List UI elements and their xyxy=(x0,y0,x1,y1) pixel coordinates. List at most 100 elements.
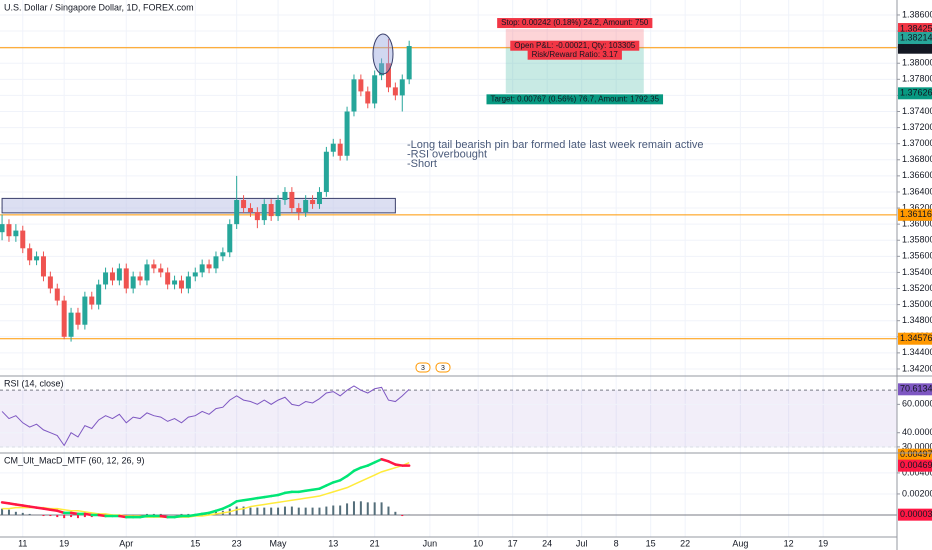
x-tick-label: 13 xyxy=(328,538,338,548)
candle-body xyxy=(351,79,357,112)
histogram-bar xyxy=(311,507,314,515)
price-label: 1.38425 xyxy=(900,23,932,33)
candle-body xyxy=(199,264,205,273)
x-tick-label: 15 xyxy=(646,538,656,548)
macd-title: CM_Ult_MacD_MTF (60, 12, 26, 9) xyxy=(4,455,145,465)
price-label: 1.37626 xyxy=(900,88,932,98)
histogram-bar xyxy=(242,506,245,515)
histogram-bar xyxy=(235,506,238,515)
y-tick-label: 1.36000 xyxy=(902,219,932,229)
x-tick-label: Jul xyxy=(576,538,588,548)
annotation: -Long tail bearish pin bar formed late l… xyxy=(407,139,704,151)
histogram-bar xyxy=(373,502,376,515)
candle-body xyxy=(34,256,40,261)
macd-segment xyxy=(352,466,363,473)
y-tick-label: 1.35200 xyxy=(902,283,932,293)
rsi-line xyxy=(1,385,410,447)
candle-body xyxy=(296,208,302,213)
histogram-bar xyxy=(359,501,362,515)
position-text-bg xyxy=(486,94,664,105)
candle-body xyxy=(89,296,95,305)
histogram-bar xyxy=(42,514,45,517)
candle-body xyxy=(6,224,12,237)
histogram-bar xyxy=(325,506,328,515)
candle-body xyxy=(123,268,129,289)
position-text: Stop: 0.00242 (0.18%) 24.2, Amount: 750 xyxy=(501,18,649,27)
y-tick-label: 1.36800 xyxy=(902,154,932,164)
candle-body xyxy=(358,79,364,92)
price-label-bg xyxy=(898,208,932,221)
price-label: 0.00497 xyxy=(900,449,932,459)
candle-body xyxy=(40,256,46,277)
candle-body xyxy=(27,248,33,261)
candle-body xyxy=(144,264,150,281)
candle-body xyxy=(20,230,26,249)
y-tick-label: 1.37800 xyxy=(902,74,932,84)
y-tick-label: 1.35400 xyxy=(902,267,932,277)
x-tick-label: 17 xyxy=(508,538,518,548)
y-tick-label: 1.36400 xyxy=(902,186,932,196)
price-label-bg xyxy=(898,448,932,461)
price-label: 70.6134 xyxy=(900,384,932,394)
histogram-bar xyxy=(76,514,79,519)
position-text-bg xyxy=(497,18,653,29)
candle-body xyxy=(234,200,240,225)
chart-title: U.S. Dollar / Singapore Dollar, 1D, FORE… xyxy=(4,2,194,12)
candle-body xyxy=(172,280,178,285)
x-tick-label: 8 xyxy=(614,538,619,548)
histogram-bar xyxy=(152,513,155,515)
histogram-bar xyxy=(290,506,293,515)
candle-body xyxy=(206,264,212,269)
histogram-bar xyxy=(1,508,4,515)
price-label: 1.38193 xyxy=(900,42,932,52)
histogram-bar xyxy=(401,514,404,517)
x-tick-label: 15 xyxy=(190,538,200,548)
price-label-bg xyxy=(898,32,932,45)
histogram-bar xyxy=(297,507,300,515)
histogram-bar xyxy=(332,505,335,515)
candle-body xyxy=(261,204,267,221)
candle-body xyxy=(379,63,385,76)
x-tick-label: 19 xyxy=(818,538,828,548)
x-tick-label: Aug xyxy=(732,538,748,548)
candle-body xyxy=(268,204,274,217)
candle-body xyxy=(75,312,81,325)
price-label: 1.36116 xyxy=(900,209,932,219)
macd-segment xyxy=(228,500,238,507)
candle-body xyxy=(165,272,171,285)
y-tick-label: 1.36200 xyxy=(902,202,932,212)
candle-body xyxy=(130,276,136,289)
candle-body xyxy=(254,212,260,221)
candle-body xyxy=(227,224,233,253)
annotation: -RSI overbought xyxy=(407,148,487,160)
price-label: 1.38214 xyxy=(900,32,932,42)
candle-body xyxy=(241,200,247,209)
histogram-bar xyxy=(56,514,59,518)
y-tick-label: 1.34400 xyxy=(902,347,932,357)
histogram-bar xyxy=(145,513,148,515)
histogram-bar xyxy=(394,511,397,515)
candle-body xyxy=(385,63,391,88)
histogram-bar xyxy=(318,507,321,515)
histogram-bar xyxy=(380,502,383,515)
macd-segment xyxy=(345,469,356,478)
candle-body xyxy=(282,191,288,201)
candle-body xyxy=(344,111,350,156)
histogram-bar xyxy=(304,507,307,515)
candle-body xyxy=(158,268,164,273)
price-label-bg xyxy=(898,332,932,345)
histogram-bar xyxy=(346,503,349,515)
histogram-bar xyxy=(387,506,390,515)
highlight-ellipse xyxy=(372,33,394,75)
position-text: Open P&L: -0.00021, Qty: 103305 xyxy=(514,41,636,50)
price-label-bg xyxy=(898,383,932,396)
zone xyxy=(1,197,396,214)
histogram-bar xyxy=(14,511,17,515)
y-tick-label: 1.35600 xyxy=(902,251,932,261)
y-tick-label: 1.34200 xyxy=(902,363,932,373)
y-tick-label: 1.38600 xyxy=(902,9,932,19)
event-badge-label: 3 xyxy=(421,365,425,372)
candle-body xyxy=(137,276,143,281)
